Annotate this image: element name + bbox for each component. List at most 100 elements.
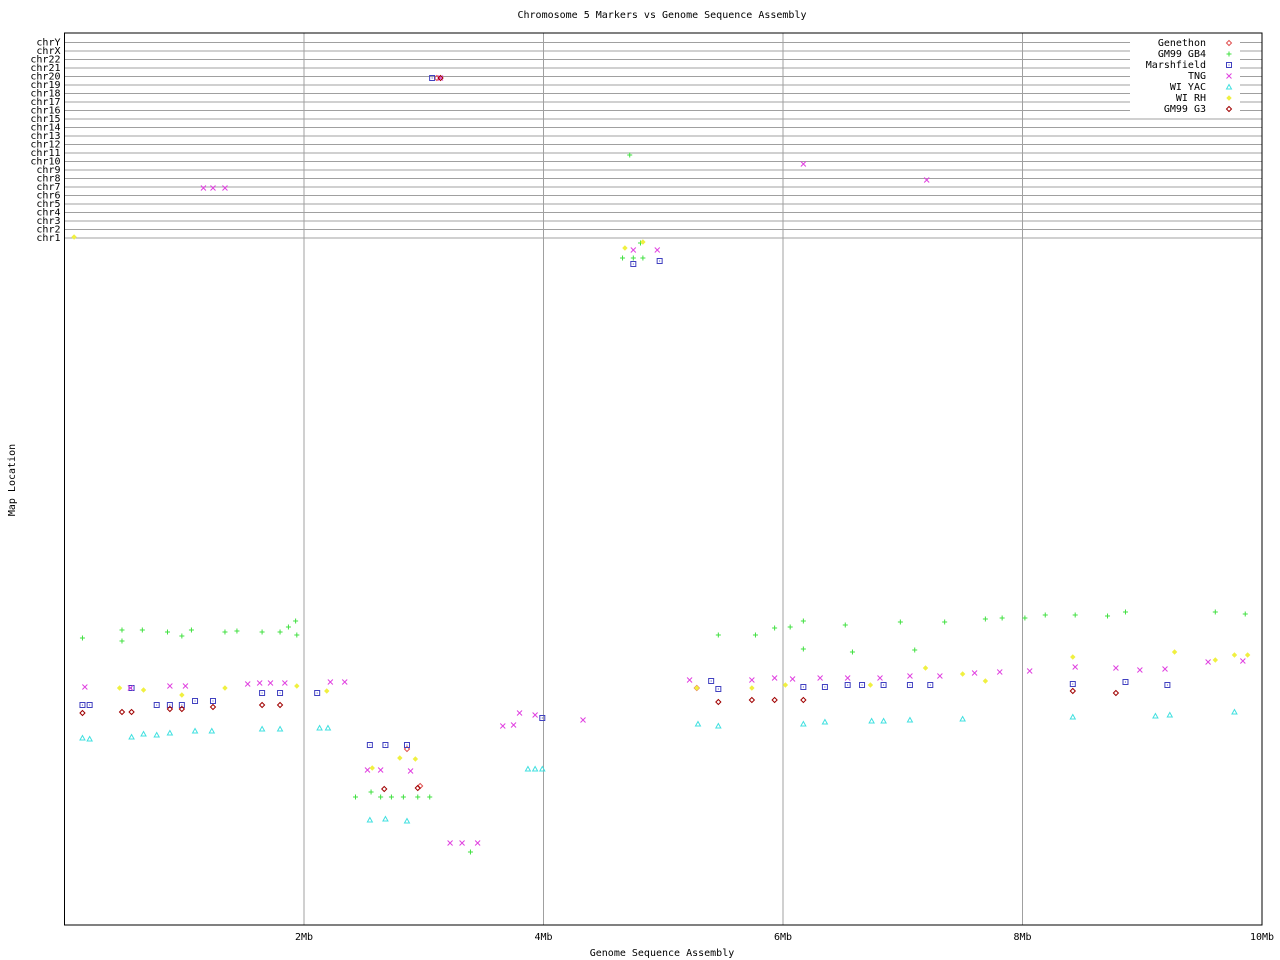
y-tick-label: chr7: [36, 182, 60, 193]
y-tick-label: chrY: [36, 38, 60, 49]
data-point: [654, 247, 661, 253]
y-tick-label: chr17: [30, 97, 60, 108]
data-point: [907, 673, 913, 679]
y-tick-label: chr15: [30, 114, 60, 125]
y-tick-label: chr6: [36, 191, 60, 202]
data-point: [341, 679, 348, 685]
data-point: [912, 647, 918, 653]
y-tick-label: chr10: [30, 157, 60, 168]
legend-label: WI RH: [1176, 93, 1206, 104]
data-point: [1242, 611, 1248, 617]
data-point: [191, 727, 199, 734]
data-point: [867, 682, 874, 688]
y-tick-label: chr9: [36, 165, 60, 176]
data-point: [139, 627, 145, 633]
data-point: [1113, 665, 1119, 671]
data-point: [208, 727, 216, 734]
data-point: [316, 724, 323, 731]
data-point: [1244, 652, 1251, 658]
data-point: [714, 722, 722, 729]
data-point: [256, 680, 263, 686]
data-point: [1112, 689, 1120, 697]
data-point: [222, 629, 228, 635]
data-point: [1072, 664, 1079, 670]
data-point: [1205, 659, 1211, 665]
y-tick-label: chr1: [36, 233, 60, 244]
data-point: [314, 690, 321, 696]
data-point: [1212, 657, 1219, 663]
data-point: [880, 682, 887, 688]
data-point: [772, 625, 778, 631]
data-point: [377, 767, 384, 773]
data-point: [524, 765, 532, 772]
data-point: [971, 670, 978, 676]
data-point: [244, 681, 251, 687]
data-point: [782, 682, 789, 688]
data-point: [959, 671, 966, 677]
data-point: [532, 712, 538, 718]
data-point: [293, 618, 299, 624]
data-point: [752, 632, 758, 638]
data-point: [800, 618, 806, 624]
data-point: [234, 628, 240, 634]
data-point: [800, 161, 807, 167]
data-point: [842, 622, 848, 628]
data-point: [166, 702, 173, 708]
data-point: [403, 817, 411, 824]
x-tick-label: 10Mb: [1250, 932, 1274, 943]
data-point: [192, 698, 199, 704]
legend-label: Marshfield: [1146, 60, 1206, 71]
data-point: [748, 696, 756, 704]
plot-frame: [64, 32, 1263, 926]
data-point: [510, 722, 517, 728]
x-tick-label: 6Mb: [774, 932, 792, 943]
data-point: [258, 725, 266, 732]
data-point: [79, 635, 85, 641]
data-point: [800, 720, 807, 727]
data-point: [715, 698, 722, 706]
data-point: [877, 675, 883, 681]
data-point: [620, 255, 626, 261]
data-point: [324, 688, 330, 694]
data-point: [694, 685, 700, 691]
data-point: [467, 849, 473, 855]
data-point: [1239, 658, 1246, 664]
data-point: [999, 615, 1005, 621]
data-point: [166, 705, 174, 713]
data-point: [281, 680, 288, 686]
x-tick-label: 4Mb: [534, 932, 552, 943]
data-point: [937, 673, 943, 679]
data-point: [787, 624, 793, 630]
data-point: [366, 742, 373, 748]
data-point: [403, 742, 410, 748]
data-point: [880, 717, 887, 724]
y-axis-label: Map Location: [7, 444, 18, 516]
data-point: [922, 665, 929, 671]
data-point: [179, 692, 185, 698]
data-point: [294, 683, 300, 689]
data-point: [849, 649, 855, 655]
data-point: [277, 629, 283, 635]
data-point: [179, 633, 185, 639]
data-point: [327, 679, 334, 685]
data-point: [188, 627, 194, 633]
y-tick-label: chr21: [30, 63, 60, 74]
data-point: [259, 629, 265, 635]
data-point: [259, 690, 266, 696]
legend-label: GM99 GB4: [1158, 49, 1206, 60]
data-point: [285, 624, 291, 630]
data-point: [128, 733, 135, 740]
data-point: [210, 185, 216, 191]
data-point: [897, 619, 903, 625]
data-point: [378, 794, 384, 800]
data-point: [622, 245, 628, 251]
data-point: [923, 177, 930, 183]
data-point: [1122, 679, 1129, 685]
data-point: [178, 702, 185, 708]
data-point: [119, 638, 125, 644]
data-point: [382, 742, 389, 748]
data-point: [800, 684, 807, 690]
y-tick-label: chr16: [30, 106, 60, 117]
data-point: [267, 680, 274, 686]
y-tick-label: chr2: [36, 225, 60, 236]
